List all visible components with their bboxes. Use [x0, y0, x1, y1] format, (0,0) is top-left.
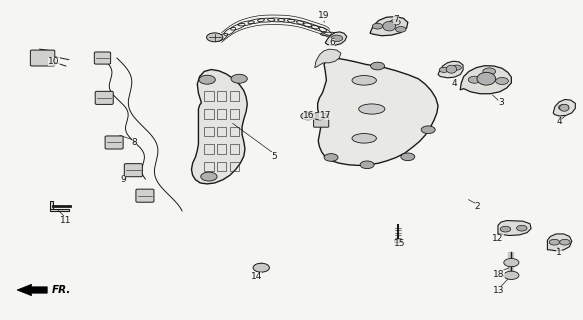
Circle shape [504, 259, 519, 267]
Polygon shape [498, 220, 531, 236]
Text: 17: 17 [319, 111, 331, 120]
Text: 15: 15 [394, 239, 405, 248]
Circle shape [500, 226, 511, 232]
Text: 13: 13 [493, 286, 505, 295]
Polygon shape [50, 201, 69, 211]
Circle shape [373, 23, 383, 29]
FancyBboxPatch shape [124, 164, 142, 177]
Ellipse shape [352, 133, 377, 143]
Circle shape [324, 154, 338, 161]
Text: 14: 14 [251, 272, 262, 281]
Circle shape [371, 62, 385, 70]
Polygon shape [547, 234, 572, 251]
Polygon shape [460, 66, 511, 94]
Circle shape [517, 225, 527, 231]
Ellipse shape [446, 65, 456, 73]
Text: 1: 1 [556, 248, 562, 257]
Circle shape [301, 112, 315, 120]
Circle shape [421, 126, 435, 133]
Circle shape [360, 161, 374, 169]
Text: 10: 10 [48, 57, 60, 66]
Circle shape [331, 35, 343, 42]
Circle shape [549, 239, 560, 245]
Text: 5: 5 [271, 152, 277, 161]
Polygon shape [438, 61, 463, 78]
Circle shape [199, 75, 215, 84]
Text: 11: 11 [60, 216, 72, 225]
Circle shape [253, 263, 269, 272]
Circle shape [452, 65, 461, 70]
Ellipse shape [352, 76, 377, 85]
FancyBboxPatch shape [95, 91, 113, 104]
Text: FR.: FR. [52, 285, 71, 295]
Circle shape [468, 76, 481, 83]
Ellipse shape [383, 21, 396, 31]
Circle shape [504, 271, 519, 279]
Polygon shape [553, 100, 575, 116]
Text: 9: 9 [120, 175, 126, 184]
Text: 16: 16 [303, 111, 315, 120]
Ellipse shape [560, 104, 569, 111]
Text: 19: 19 [318, 12, 330, 20]
Circle shape [439, 67, 448, 72]
FancyBboxPatch shape [94, 52, 111, 64]
Circle shape [496, 77, 508, 84]
Text: 6: 6 [329, 38, 335, 47]
Circle shape [396, 27, 406, 32]
Polygon shape [17, 284, 47, 296]
Circle shape [560, 239, 570, 245]
Polygon shape [318, 58, 438, 165]
Text: 4: 4 [452, 79, 457, 88]
FancyBboxPatch shape [314, 114, 329, 127]
Circle shape [312, 112, 326, 120]
Circle shape [206, 33, 223, 42]
Text: 18: 18 [493, 269, 505, 279]
Text: 2: 2 [475, 202, 480, 211]
Circle shape [231, 74, 247, 83]
Text: 3: 3 [498, 98, 504, 107]
Polygon shape [370, 17, 408, 36]
Circle shape [559, 105, 569, 110]
FancyBboxPatch shape [105, 136, 123, 149]
Circle shape [483, 68, 496, 75]
Ellipse shape [359, 104, 385, 114]
Polygon shape [325, 32, 347, 45]
Text: 8: 8 [132, 138, 138, 147]
Polygon shape [191, 69, 247, 184]
FancyBboxPatch shape [136, 189, 154, 202]
Polygon shape [315, 49, 341, 68]
Text: 12: 12 [492, 234, 504, 243]
Text: 7: 7 [394, 15, 399, 24]
Circle shape [401, 153, 415, 161]
Circle shape [390, 20, 401, 25]
Text: 4: 4 [556, 117, 562, 126]
Circle shape [201, 172, 217, 181]
FancyBboxPatch shape [30, 50, 55, 66]
Bar [395, 239, 402, 242]
Ellipse shape [477, 72, 496, 85]
